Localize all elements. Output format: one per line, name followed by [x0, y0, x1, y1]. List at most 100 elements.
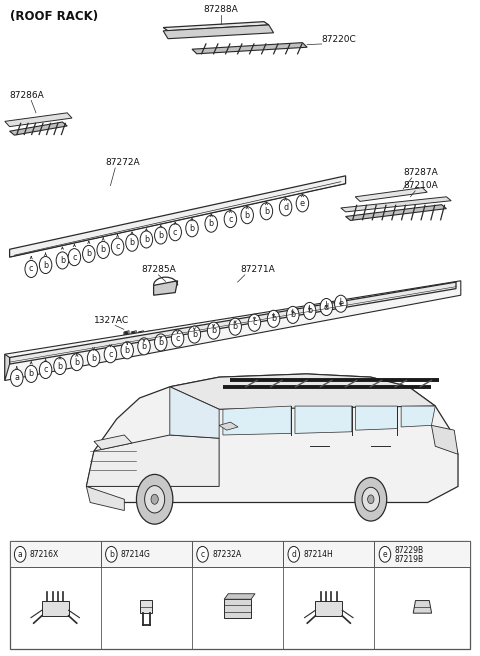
Polygon shape — [401, 406, 435, 427]
Text: b: b — [307, 306, 312, 316]
Text: a: a — [14, 373, 19, 382]
Circle shape — [11, 369, 23, 386]
Text: 87232A: 87232A — [212, 550, 241, 559]
Text: b: b — [86, 249, 91, 258]
Circle shape — [287, 306, 299, 323]
Circle shape — [355, 478, 387, 521]
Text: 87214G: 87214G — [121, 550, 151, 559]
Polygon shape — [315, 601, 342, 616]
Polygon shape — [192, 43, 307, 54]
Text: 87286A: 87286A — [10, 91, 44, 100]
Polygon shape — [138, 331, 144, 338]
FancyBboxPatch shape — [10, 541, 470, 649]
Circle shape — [144, 485, 165, 513]
Polygon shape — [154, 281, 178, 295]
Polygon shape — [5, 113, 72, 127]
Circle shape — [39, 256, 52, 274]
Text: c: c — [72, 253, 77, 262]
Circle shape — [126, 234, 138, 251]
Text: b: b — [209, 219, 214, 228]
Text: b: b — [101, 245, 106, 255]
FancyBboxPatch shape — [101, 541, 192, 567]
Text: b: b — [125, 346, 130, 355]
Polygon shape — [355, 188, 427, 201]
Polygon shape — [163, 22, 269, 31]
Text: e: e — [338, 299, 343, 308]
Text: 87272A: 87272A — [106, 158, 140, 167]
Circle shape — [121, 342, 133, 359]
Text: 87216X: 87216X — [30, 550, 59, 559]
Text: d: d — [291, 550, 296, 559]
Text: b: b — [158, 338, 163, 347]
Text: e: e — [300, 199, 305, 208]
Polygon shape — [94, 435, 132, 449]
Circle shape — [124, 331, 128, 337]
Text: e: e — [383, 550, 387, 559]
Polygon shape — [86, 487, 124, 510]
Circle shape — [279, 199, 292, 216]
Circle shape — [155, 227, 167, 244]
Polygon shape — [170, 374, 435, 409]
Circle shape — [111, 238, 124, 255]
Text: b: b — [144, 235, 149, 244]
Text: 87214H: 87214H — [303, 550, 333, 559]
Text: 1327AC: 1327AC — [94, 316, 129, 325]
Circle shape — [155, 334, 167, 351]
Circle shape — [260, 203, 273, 220]
Circle shape — [224, 211, 237, 228]
Polygon shape — [219, 422, 238, 430]
Circle shape — [207, 322, 220, 339]
Polygon shape — [145, 331, 151, 338]
Circle shape — [14, 546, 26, 562]
Text: b: b — [29, 369, 34, 379]
Text: b: b — [60, 256, 65, 265]
Circle shape — [229, 318, 241, 335]
Text: b: b — [211, 326, 216, 335]
Circle shape — [379, 546, 391, 562]
Circle shape — [241, 207, 253, 224]
Circle shape — [335, 295, 347, 312]
Text: 87288A: 87288A — [204, 5, 238, 14]
Circle shape — [288, 546, 300, 562]
Text: b: b — [109, 550, 114, 559]
Circle shape — [138, 338, 150, 355]
FancyBboxPatch shape — [283, 541, 374, 567]
Polygon shape — [413, 601, 432, 613]
Circle shape — [39, 361, 52, 379]
Circle shape — [25, 260, 37, 277]
FancyBboxPatch shape — [10, 541, 101, 567]
Text: c: c — [228, 215, 233, 224]
Polygon shape — [5, 354, 10, 380]
Polygon shape — [5, 281, 461, 380]
Circle shape — [267, 310, 280, 327]
Text: c: c — [115, 242, 120, 251]
Polygon shape — [131, 331, 136, 338]
Circle shape — [25, 365, 37, 382]
Text: b: b — [158, 231, 163, 240]
Polygon shape — [124, 331, 129, 338]
Text: c: c — [175, 334, 180, 343]
Polygon shape — [10, 282, 456, 364]
Text: (ROOF RACK): (ROOF RACK) — [10, 10, 98, 23]
Circle shape — [71, 354, 83, 371]
Polygon shape — [170, 387, 219, 438]
Text: 87271A: 87271A — [240, 265, 275, 274]
Circle shape — [151, 495, 158, 504]
Text: 87285A: 87285A — [142, 265, 176, 274]
Text: c: c — [29, 264, 34, 274]
Polygon shape — [432, 425, 458, 454]
Text: d: d — [283, 203, 288, 212]
Polygon shape — [10, 122, 67, 135]
Text: b: b — [233, 322, 238, 331]
FancyBboxPatch shape — [192, 541, 283, 567]
Circle shape — [139, 331, 143, 337]
Text: b: b — [290, 310, 295, 319]
Circle shape — [296, 195, 309, 212]
Polygon shape — [42, 601, 69, 616]
Text: a: a — [18, 550, 23, 559]
Circle shape — [368, 495, 374, 504]
Text: c: c — [173, 228, 178, 237]
Polygon shape — [163, 25, 274, 39]
Text: b: b — [271, 314, 276, 323]
Text: 87220C: 87220C — [322, 35, 356, 44]
